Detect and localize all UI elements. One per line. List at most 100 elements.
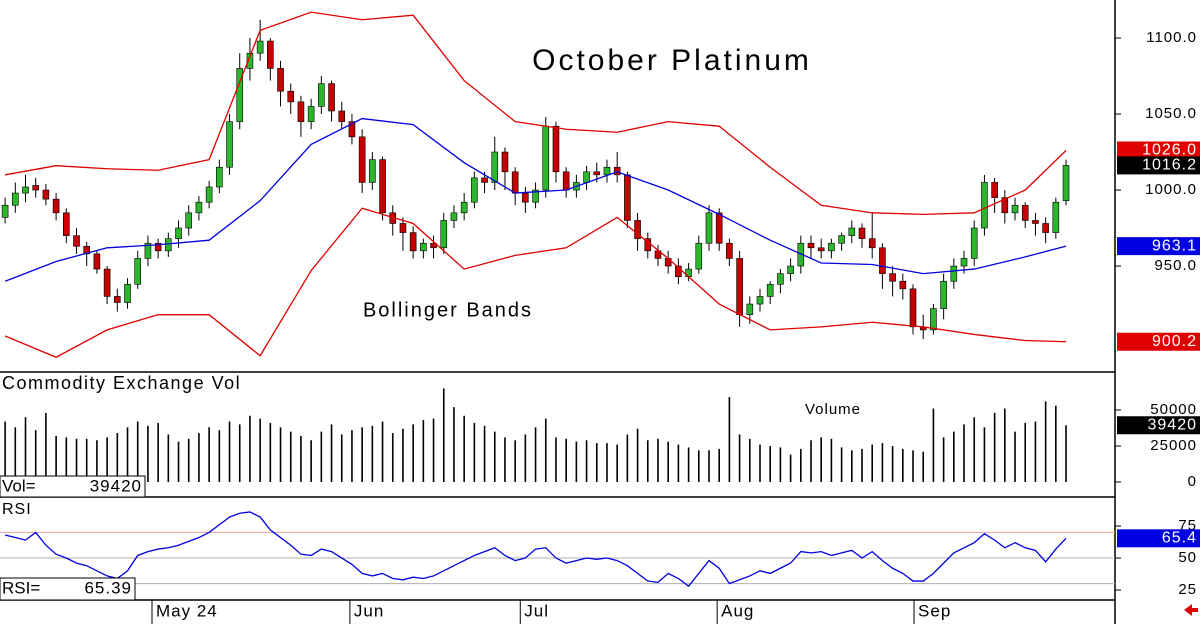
candle-body — [1021, 204, 1029, 221]
candle-body — [420, 242, 427, 252]
candle-body — [124, 283, 131, 303]
candle-body — [848, 227, 856, 236]
y-tick-label: 1000.0 — [1145, 181, 1197, 198]
candle-body — [42, 189, 50, 200]
candle-body — [399, 223, 407, 233]
rsi-value: 65.4 — [1162, 530, 1197, 547]
x-tick-label: Aug — [721, 601, 754, 620]
band-value-box — [1117, 141, 1200, 160]
candle-body — [175, 227, 182, 239]
candle-body — [73, 235, 80, 247]
candle-body — [52, 198, 60, 214]
candle-body — [307, 106, 315, 122]
band-line — [4, 207, 1067, 358]
candle-body — [358, 136, 366, 183]
candle-body — [787, 265, 794, 274]
scroll-arrow[interactable] — [1184, 604, 1198, 616]
rsi-line — [4, 511, 1067, 588]
candle-body — [624, 174, 631, 221]
readout-label: Vol= — [2, 476, 36, 495]
candle-body — [1032, 220, 1039, 224]
candle-body — [409, 232, 417, 252]
candle-body — [858, 227, 866, 239]
candle-body — [868, 238, 876, 249]
candle-body — [981, 182, 988, 229]
candle-body — [165, 238, 172, 252]
candle-body — [348, 121, 356, 138]
band-value-box — [1117, 332, 1200, 351]
candle-body — [695, 242, 703, 270]
candle-body — [216, 166, 223, 188]
candle-body — [236, 68, 244, 122]
candle-body — [93, 253, 101, 270]
candle-body — [328, 83, 335, 112]
readout-value: 65.39 — [84, 578, 132, 597]
candle-body — [267, 40, 274, 69]
candle-body — [256, 40, 264, 54]
candle-body — [1062, 165, 1070, 201]
candle-body — [726, 242, 733, 259]
y-tick-label: 25 — [1178, 581, 1197, 598]
candle-body — [32, 185, 40, 191]
panel-title: Commodity Exchange Vol — [2, 373, 241, 393]
y-tick-label: 1050.0 — [1145, 105, 1197, 122]
candle-body — [1042, 223, 1049, 233]
candle-body — [807, 242, 815, 249]
candle-body — [379, 159, 386, 214]
candle-body — [154, 242, 162, 252]
candle-body — [1052, 201, 1060, 233]
candle-body — [481, 177, 488, 183]
candle-body — [144, 242, 152, 259]
candle-body — [501, 151, 509, 173]
chart-title: October Platinum — [532, 44, 812, 77]
candle-body — [1001, 197, 1009, 214]
candle-body — [246, 52, 254, 69]
candle-body — [756, 296, 764, 305]
candle-body — [1, 204, 9, 218]
candle-body — [603, 166, 611, 176]
volume-value: 39420 — [1148, 416, 1198, 433]
candle-body — [950, 265, 958, 282]
close-value-box — [1117, 156, 1200, 175]
x-tick-label: Jul — [524, 601, 549, 620]
x-tick-label: Sep — [918, 601, 951, 620]
candle-body — [185, 212, 193, 229]
candle-body — [12, 192, 19, 206]
rsi-value-box — [1117, 529, 1200, 548]
candle-body — [134, 258, 142, 285]
readout-value: 39420 — [90, 476, 142, 495]
candle-body — [593, 171, 601, 176]
candle-body — [542, 125, 550, 191]
band-value-box — [1117, 237, 1200, 256]
candle-body — [940, 280, 947, 309]
y-tick-label: 0 — [1188, 473, 1197, 490]
candle-body — [114, 296, 121, 303]
band-value: 963.1 — [1152, 237, 1197, 254]
x-tick-label: May 24 — [156, 601, 218, 620]
y-tick-label: 950.0 — [1154, 257, 1197, 274]
band-value: 900.2 — [1152, 333, 1197, 350]
candle-body — [287, 90, 295, 103]
candle-body — [705, 212, 713, 244]
candle-body — [22, 186, 29, 194]
candle-body — [562, 171, 570, 191]
band-line — [4, 11, 1067, 216]
candle-body — [613, 166, 621, 176]
candle-body — [889, 273, 896, 282]
candle-body — [103, 268, 111, 297]
candle-body — [634, 220, 641, 239]
x-tick-label: Jun — [354, 601, 384, 620]
candle-body — [338, 110, 346, 122]
candle-body — [460, 201, 468, 214]
candle-body — [369, 159, 376, 183]
candle-body — [838, 235, 845, 244]
candle-body — [532, 189, 539, 203]
candle-body — [297, 101, 305, 122]
candle-body — [63, 212, 70, 236]
candle-body — [195, 201, 203, 214]
band-value: 1026.0 — [1142, 142, 1197, 159]
readout-label: RSI= — [2, 578, 40, 597]
candle-body — [930, 308, 937, 331]
candle-body — [226, 121, 233, 168]
